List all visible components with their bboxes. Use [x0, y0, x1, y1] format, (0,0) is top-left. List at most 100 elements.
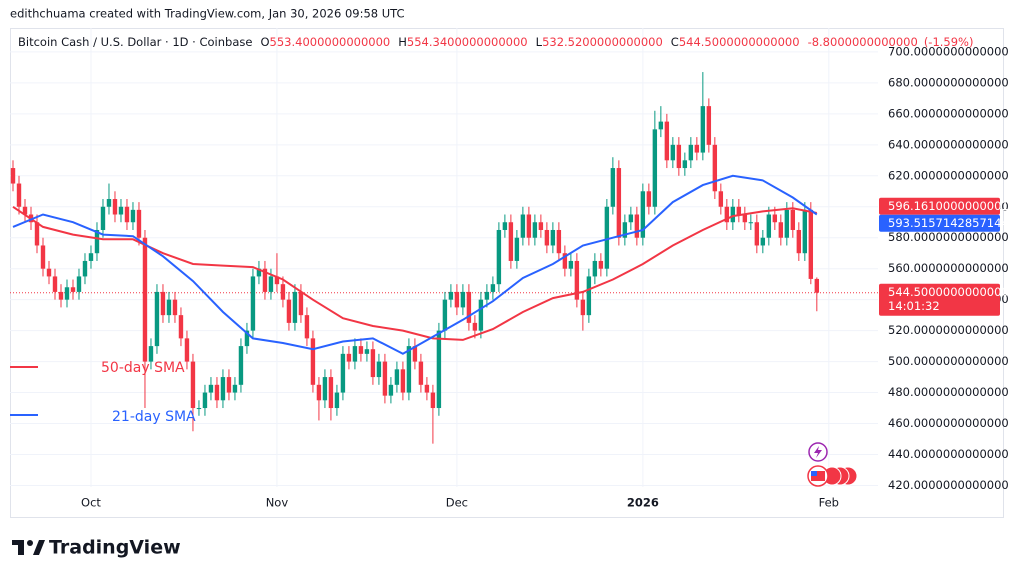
candle-body: [766, 214, 772, 238]
candle-body: [646, 191, 652, 207]
candle-body: [364, 349, 370, 354]
candle-body: [448, 291, 454, 300]
candle-body: [202, 392, 208, 409]
header-text: edithchuama created with TradingView.com…: [10, 7, 405, 21]
ohlc-value: 544.5000000000000: [679, 35, 800, 49]
y-tick-label: 480.0000000000000: [888, 385, 1009, 399]
last-price-label: 544.5000000000000: [888, 285, 1009, 299]
candle-body: [166, 299, 172, 316]
candle-body: [622, 222, 628, 238]
candle-body: [484, 291, 490, 300]
x-tick-label: Oct: [81, 496, 101, 510]
candle-body: [658, 121, 664, 130]
y-tick-label: 680.0000000000000: [888, 75, 1009, 89]
candle-body: [70, 287, 76, 292]
candle-body: [394, 369, 400, 385]
candle-body: [328, 377, 334, 409]
y-tick-label: 420.0000000000000: [888, 478, 1009, 492]
event-flag: [811, 471, 817, 476]
y-tick-label: 660.0000000000000: [888, 106, 1009, 120]
ohlc-key: O: [260, 35, 269, 49]
candle-body: [412, 346, 418, 362]
logo-part: [27, 540, 33, 546]
candle-body: [58, 291, 64, 300]
ohlc-value: 553.4000000000000: [270, 35, 391, 49]
candle-body: [592, 260, 598, 277]
candle-body: [304, 315, 310, 339]
candle-body: [682, 160, 688, 169]
candle-body: [430, 392, 436, 409]
event-icons: [807, 442, 858, 487]
y-tick-label: 700.0000000000000: [888, 44, 1009, 58]
candle-body: [286, 299, 292, 323]
symbol-name: Bitcoin Cash / U.S. Dollar · 1D · Coinba…: [18, 35, 252, 49]
candle-body: [196, 408, 202, 410]
plot: 50-day SMA 21-day SMA: [10, 72, 878, 444]
candle-body: [610, 168, 616, 207]
candle-body: [382, 361, 388, 396]
legend-label: 50-day SMA: [101, 360, 185, 376]
candle-body: [538, 222, 544, 230]
candle-body: [298, 291, 304, 316]
price-tag-label: 596.1610000000001: [888, 199, 1009, 213]
y-tick-label: 520.0000000000000: [888, 323, 1009, 337]
candle-body: [634, 214, 640, 238]
candle-body: [16, 183, 22, 207]
candle-body: [370, 349, 376, 378]
candle-body: [82, 260, 88, 277]
candle-body: [214, 384, 220, 401]
candle-body: [406, 346, 412, 393]
candle-body: [190, 361, 196, 409]
grid: [10, 28, 878, 487]
last-price-tag: [879, 283, 1000, 316]
candle-body: [418, 361, 424, 385]
candle-body: [340, 353, 346, 393]
candle-body: [802, 209, 808, 254]
candle-body: [112, 199, 118, 215]
candle-body: [388, 384, 394, 396]
y-tick-label: 460.0000000000000: [888, 416, 1009, 430]
candle-body: [526, 214, 532, 238]
candle-body: [544, 229, 550, 246]
candle-body: [220, 377, 226, 401]
candle-body: [250, 276, 256, 331]
candle-body: [700, 106, 706, 153]
candle-body: [694, 144, 700, 153]
candle-body: [160, 291, 166, 316]
candle-body: [736, 206, 742, 215]
candle-body: [772, 214, 778, 223]
candle-body: [628, 214, 634, 223]
y-tick-label: 500.0000000000000: [888, 354, 1009, 368]
sma-line: [12, 174, 818, 355]
candle-body: [712, 144, 718, 192]
candle-body: [718, 191, 724, 207]
candle-body: [88, 253, 94, 261]
candle-body: [652, 129, 658, 207]
candle-body: [514, 237, 520, 261]
candle-body: [670, 144, 676, 161]
x-tick-label: Nov: [266, 496, 289, 510]
ohlc-value: 532.5200000000000: [542, 35, 663, 49]
symbol-legend: Bitcoin Cash / U.S. Dollar · 1D · Coinba…: [18, 35, 973, 49]
candle-body: [496, 229, 502, 285]
candle-body: [778, 222, 784, 238]
axes: 700.0000000000000 680.0000000000000 660.00…: [81, 44, 1009, 509]
candle-body: [208, 384, 214, 393]
y-tick-label: 580.0000000000000: [888, 230, 1009, 244]
candle-body: [358, 346, 364, 354]
candle-body: [142, 237, 148, 362]
countdown-label: 14:01:32: [888, 299, 940, 313]
candle-body: [478, 299, 484, 331]
candle-body: [472, 322, 478, 331]
candle-body: [748, 222, 754, 224]
candle-body: [232, 384, 238, 393]
candle-body: [244, 330, 250, 347]
candle-body: [742, 214, 748, 223]
y-tick-label: 640.0000000000000: [888, 137, 1009, 151]
event-flag: [811, 471, 825, 481]
candle-body: [550, 229, 556, 246]
candle-body: [520, 214, 526, 238]
chart-frame: [10, 28, 1004, 518]
x-tick-label: Dec: [446, 496, 468, 510]
